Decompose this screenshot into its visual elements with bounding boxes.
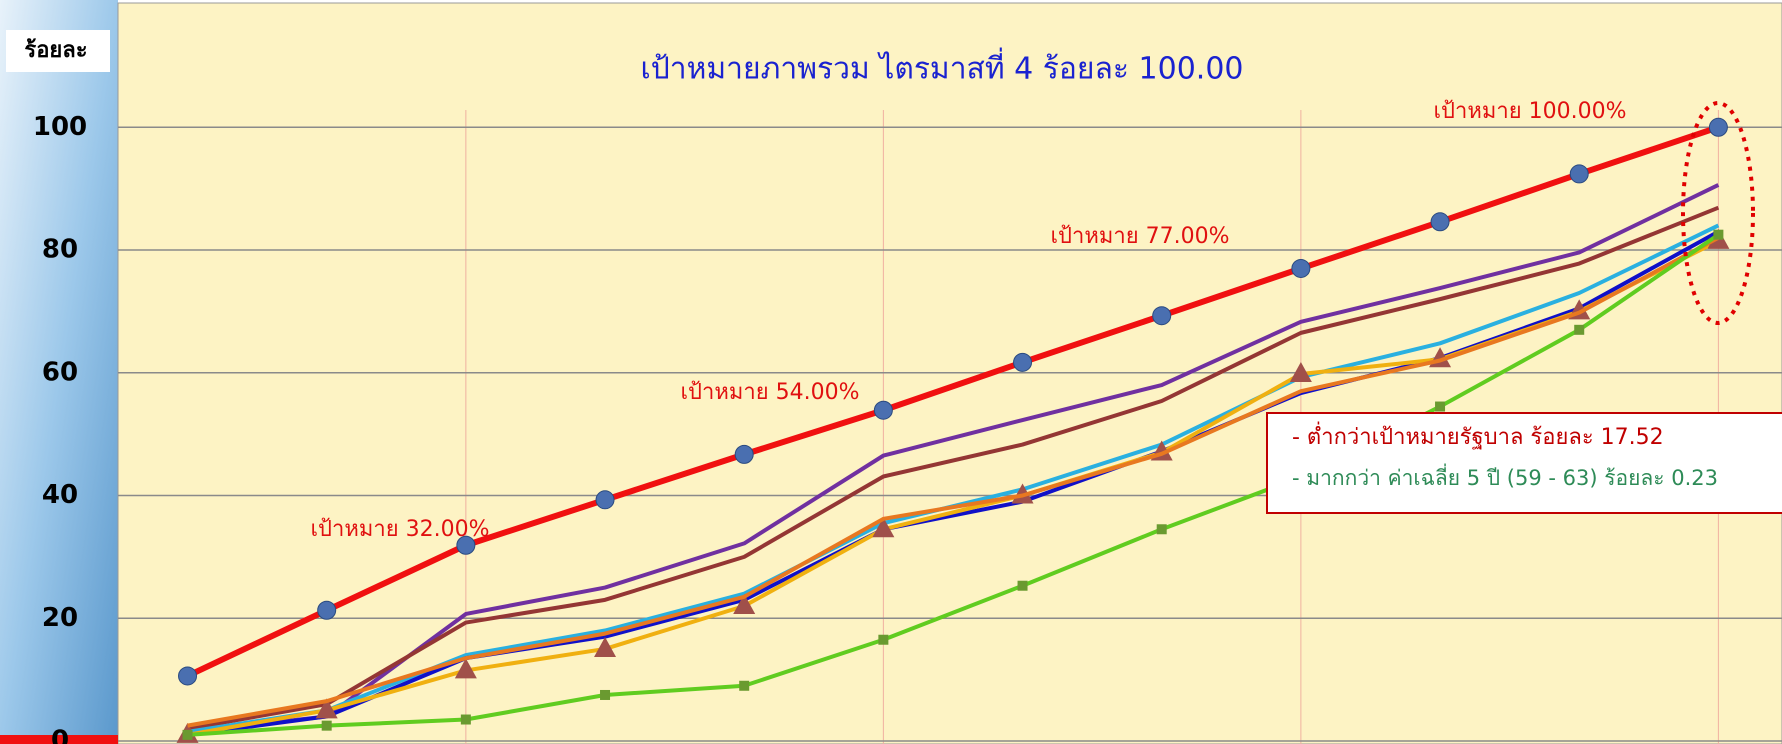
y-axis-label: ร้อยละ [24,38,87,63]
point [460,714,471,725]
y-label-background [6,30,110,72]
point [734,444,754,464]
point [1430,212,1450,232]
annotation: เป้าหมาย 32.00% [311,517,490,542]
highlight-ellipse [1681,101,1755,325]
y-tick-label: 20 [42,603,78,633]
y-tick-label: 100 [33,112,87,142]
point [594,636,617,657]
point [872,517,895,538]
point [317,600,337,620]
chart-title: เป้าหมายภาพรวม ไตรมาสที่ 4 ร้อยละ 100.00 [640,48,1243,87]
point [1017,580,1028,591]
point [454,658,477,679]
point [1289,361,1312,382]
series-line [186,124,1720,679]
point [1152,306,1172,326]
y-tick-label: 0 [51,725,69,744]
point [1291,258,1311,278]
note-line: - ต่ำกว่าเป้าหมายรัฐบาล ร้อยละ 17.52 [1292,421,1664,450]
point [739,680,750,691]
axis-accent [0,735,118,744]
y-tick-label: 60 [42,357,78,387]
point [321,720,332,731]
point [178,666,198,686]
series-line [187,233,1720,737]
series-line [187,205,1720,731]
point [1713,229,1724,240]
annotation: เป้าหมาย 77.00% [1051,224,1230,249]
point [1435,401,1446,412]
point [456,535,476,555]
y-tick-label: 40 [42,480,78,510]
series-line [187,235,1720,728]
point [873,400,893,420]
point [1708,117,1728,137]
point [182,729,193,740]
point [600,689,611,700]
series-line [187,183,1720,734]
point [878,634,889,645]
point [1574,324,1585,335]
point [1156,524,1167,535]
note-box [1266,412,1782,514]
y-tick-label: 80 [42,235,78,265]
point [733,593,756,614]
point [1013,352,1033,372]
side-background [0,0,118,744]
note-line: - มากกว่า ค่าเฉลี่ย 5 ปี (59 - 63) ร้อยล… [1292,463,1718,490]
point [595,490,615,510]
annotation: เป้าหมาย 100.00% [1434,99,1627,124]
point [315,698,338,719]
annotation: เป้าหมาย 54.00% [681,380,860,405]
point [1569,164,1589,184]
